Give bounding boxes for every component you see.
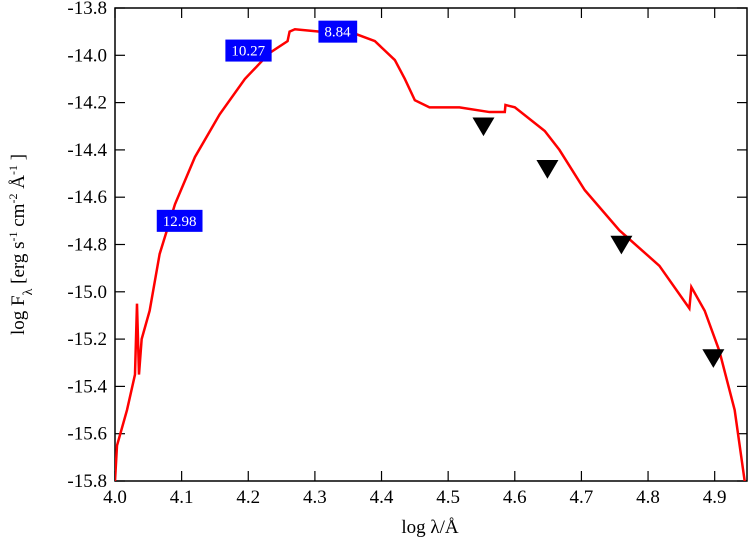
y-tick-label: -15.4	[67, 376, 107, 397]
x-tick-label: 4.1	[170, 487, 194, 508]
y-tick-label: -15.8	[67, 471, 107, 492]
y-tick-label: -15.0	[67, 282, 107, 303]
annotation-label: 8.84	[324, 25, 351, 41]
y-axis-label-part: Å	[8, 175, 29, 194]
annotation-label: 10.27	[231, 44, 265, 60]
y-axis-label-part: ]	[8, 154, 29, 165]
y-axis-label-part: -1	[6, 165, 20, 175]
upper-limit-marker	[536, 160, 559, 179]
y-tick-label: -14.0	[67, 45, 107, 66]
sed-line	[115, 28, 746, 481]
x-axis-label: log λ/Å	[401, 517, 459, 538]
x-tick-label: 4.6	[503, 487, 527, 508]
x-tick-label: 4.2	[236, 487, 260, 508]
upper-limit-marker	[472, 117, 495, 137]
y-axis-label: log Fλ [erg s-1 cm-2 Å-1 ]	[6, 154, 36, 335]
y-axis-label-part: [erg s	[8, 241, 29, 288]
y-tick-label: -14.4	[67, 140, 107, 161]
upper-limit-marker	[610, 235, 633, 255]
upper-limit-marker	[702, 349, 725, 368]
y-tick-label: -13.8	[67, 0, 107, 19]
annotation-box	[156, 209, 203, 232]
x-tick-label: 4.9	[703, 487, 727, 508]
y-axis-label-part: -2	[6, 194, 20, 204]
y-axis-label-part: cm	[8, 203, 29, 231]
x-tick-label: 4.4	[370, 487, 394, 508]
x-tick-label: 4.0	[103, 487, 127, 508]
y-axis-label-part: -1	[6, 231, 20, 241]
y-axis-label-part: λ	[21, 288, 36, 295]
x-tick-label: 4.8	[636, 487, 660, 508]
annotation-box	[318, 20, 358, 43]
annotation-label: 12.98	[163, 214, 197, 230]
x-tick-label: 4.5	[436, 487, 460, 508]
y-tick-label: -15.6	[67, 424, 107, 445]
annotation-box	[225, 39, 272, 62]
x-tick-label: 4.3	[303, 487, 327, 508]
x-tick-label: 4.7	[570, 487, 594, 508]
y-axis-label-part: log F	[8, 295, 29, 335]
y-tick-label: -14.8	[67, 235, 107, 256]
y-tick-label: -14.2	[67, 93, 107, 114]
y-tick-label: -15.2	[67, 329, 107, 350]
plot-frame	[114, 7, 748, 482]
y-tick-label: -14.6	[67, 187, 107, 208]
